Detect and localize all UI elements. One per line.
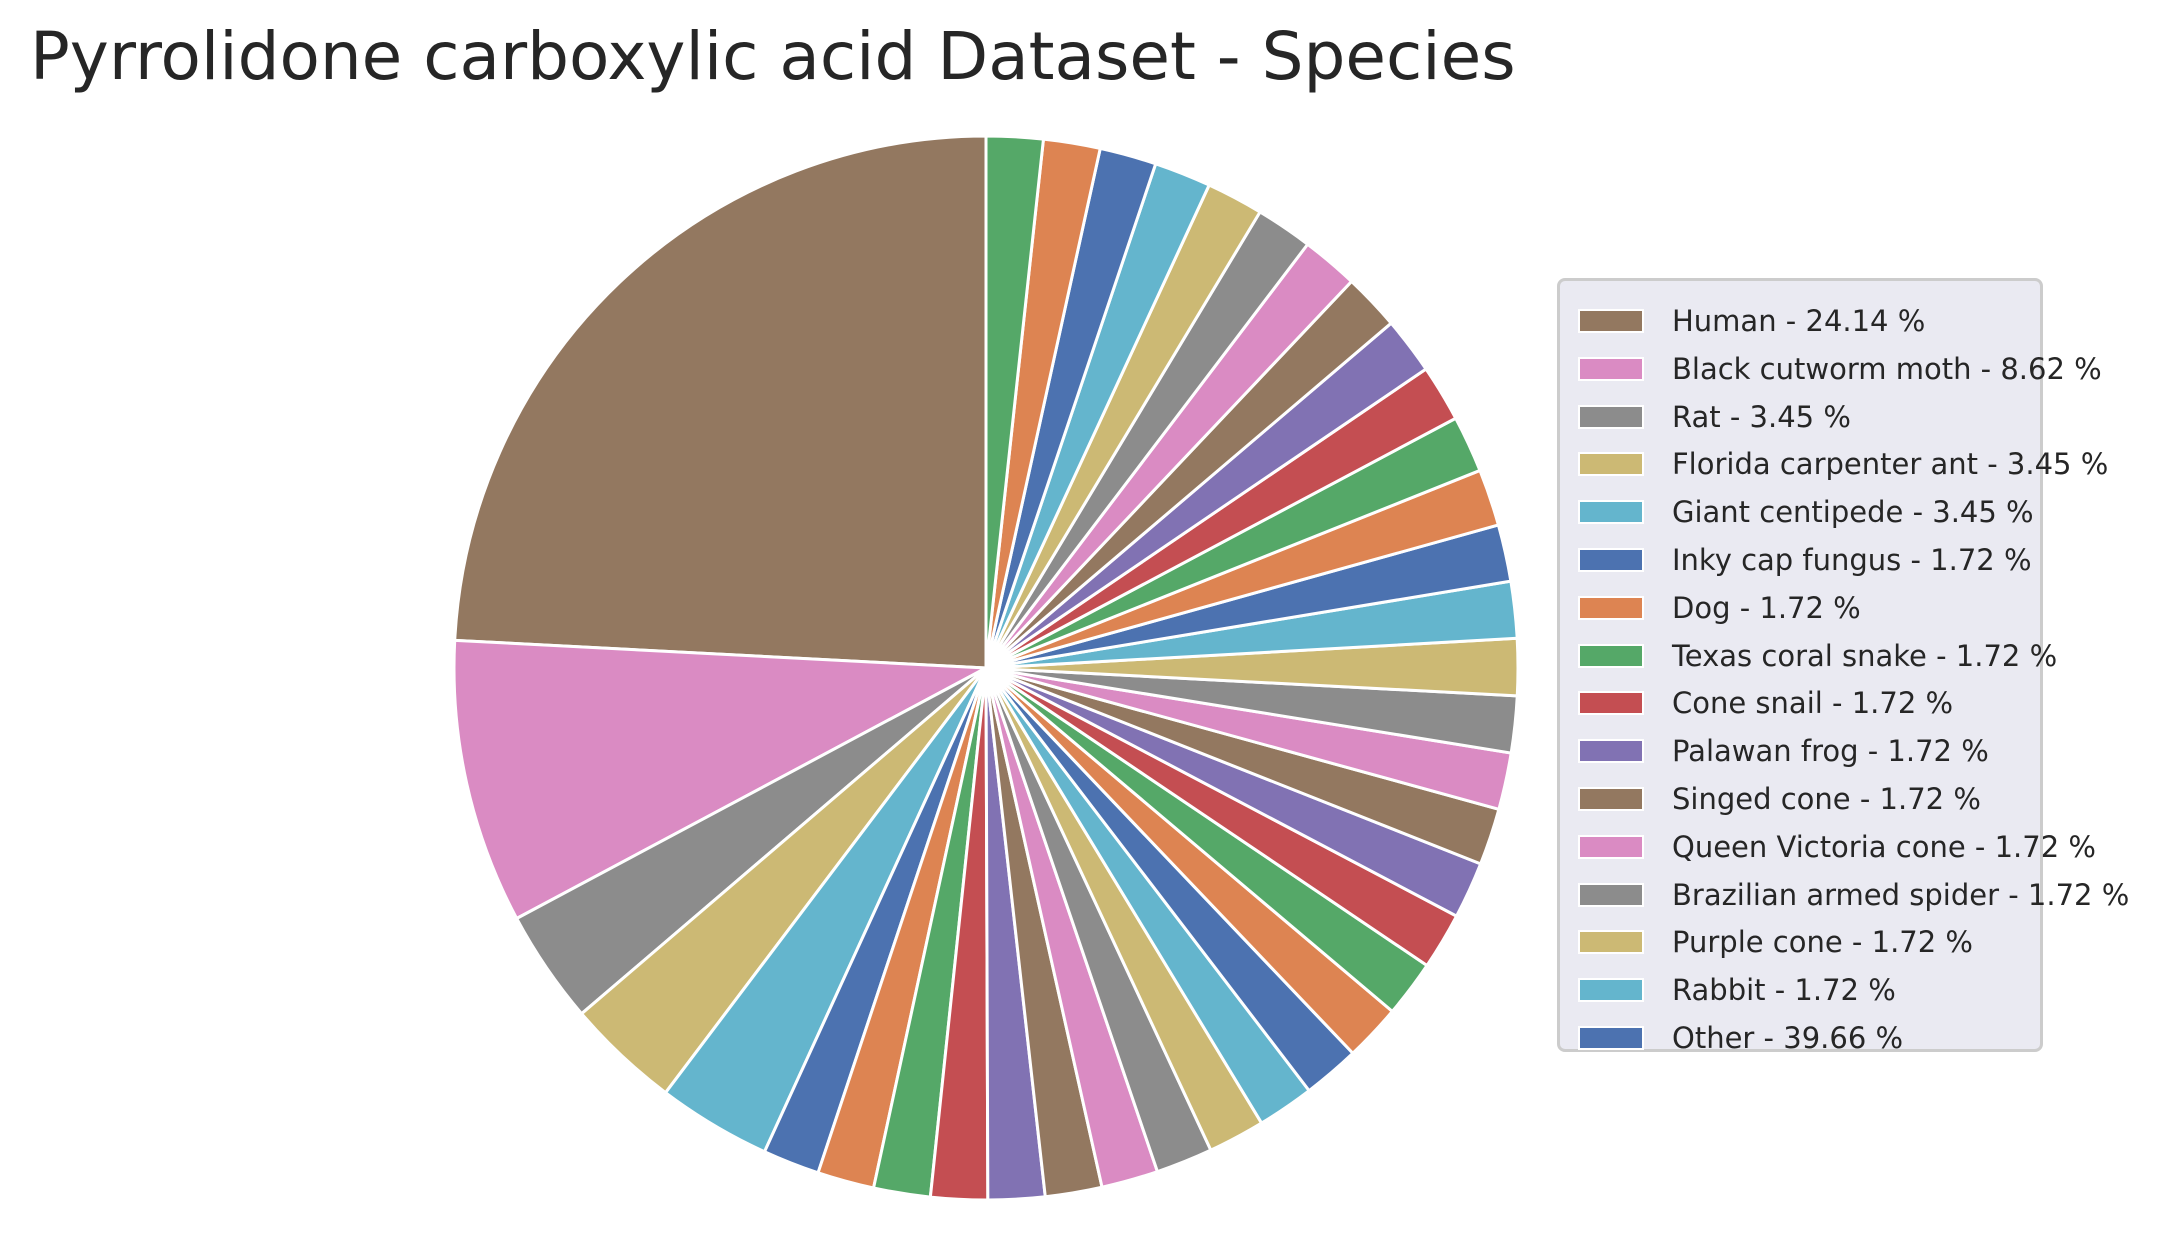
legend-label: Florida carpenter ant - 3.45 % xyxy=(1672,447,2109,482)
legend-swatch xyxy=(1578,978,1644,1003)
legend: Human - 24.14 % Black cutworm moth - 8.62… xyxy=(1557,278,2129,1055)
legend-item: Purple cone - 1.72 % xyxy=(1578,922,1973,962)
legend-item: Queen Victoria cone - 1.72 % xyxy=(1578,827,2096,867)
legend-swatch xyxy=(1578,356,1644,381)
legend-label: Texas coral snake - 1.72 % xyxy=(1672,638,2058,673)
legend-label: Human - 24.14 % xyxy=(1672,304,1926,338)
legend-swatch xyxy=(1578,595,1644,620)
legend-swatch xyxy=(1578,787,1644,811)
legend-label: Cone snail - 1.72 % xyxy=(1672,686,1954,721)
legend-label: Rat - 3.45 % xyxy=(1672,399,1851,434)
pie-slice-2 xyxy=(452,638,988,920)
legend-item: Rabbit - 1.72 % xyxy=(1578,970,1896,1010)
legend-item: Dog - 1.72 % xyxy=(1578,588,1861,628)
legend-swatch xyxy=(1578,643,1644,668)
legend-swatch xyxy=(1578,500,1644,525)
legend-swatch xyxy=(1578,834,1644,859)
legend-swatch xyxy=(1578,404,1644,429)
legend-item: Black cutworm moth - 8.62 % xyxy=(1578,349,2102,389)
legend-label: Other - 39.66 % xyxy=(1672,1021,1904,1055)
legend-swatch xyxy=(1578,691,1644,716)
legend-label: Giant centipede - 3.45 % xyxy=(1672,495,2034,530)
legend-swatch xyxy=(1578,739,1644,764)
legend-label: Singed cone - 1.72 % xyxy=(1672,782,1981,816)
legend-label: Palawan frog - 1.72 % xyxy=(1672,734,1989,769)
legend-label: Queen Victoria cone - 1.72 % xyxy=(1672,829,2096,864)
legend-swatch xyxy=(1578,930,1644,955)
pie-chart xyxy=(452,134,1520,1202)
legend-swatch xyxy=(1578,882,1644,907)
legend-item: Brazilian armed spider - 1.72 % xyxy=(1578,875,2129,915)
legend-swatch xyxy=(1578,452,1644,477)
legend-label: Black cutworm moth - 8.62 % xyxy=(1672,351,2102,386)
legend-item: Human - 24.14 % xyxy=(1578,301,1925,341)
chart-title: Pyrrolidone carboxylic acid Dataset - Sp… xyxy=(30,18,1516,95)
legend-label: Rabbit - 1.72 % xyxy=(1672,973,1896,1008)
legend-item: Rat - 3.45 % xyxy=(1578,397,1851,437)
legend-item: Giant centipede - 3.45 % xyxy=(1578,492,2034,532)
legend-swatch xyxy=(1578,548,1644,572)
legend-item: Singed cone - 1.72 % xyxy=(1578,779,1981,819)
legend-item: Florida carpenter ant - 3.45 % xyxy=(1578,444,2108,484)
legend-label: Brazilian armed spider - 1.72 % xyxy=(1672,877,2130,912)
legend-item: Inky cap fungus - 1.72 % xyxy=(1578,540,2032,580)
legend-label: Dog - 1.72 % xyxy=(1672,590,1861,625)
legend-swatch xyxy=(1578,309,1644,333)
legend-swatch xyxy=(1578,1026,1644,1050)
legend-item: Cone snail - 1.72 % xyxy=(1578,683,1953,723)
legend-item: Other - 39.66 % xyxy=(1578,1018,1903,1058)
legend-label: Purple cone - 1.72 % xyxy=(1672,925,1973,960)
legend-label: Inky cap fungus - 1.72 % xyxy=(1672,543,2032,577)
pie-slice-1 xyxy=(453,134,988,670)
legend-item: Texas coral snake - 1.72 % xyxy=(1578,636,2057,676)
pie-slice-38 xyxy=(984,134,1045,670)
legend-item: Palawan frog - 1.72 % xyxy=(1578,731,1989,771)
